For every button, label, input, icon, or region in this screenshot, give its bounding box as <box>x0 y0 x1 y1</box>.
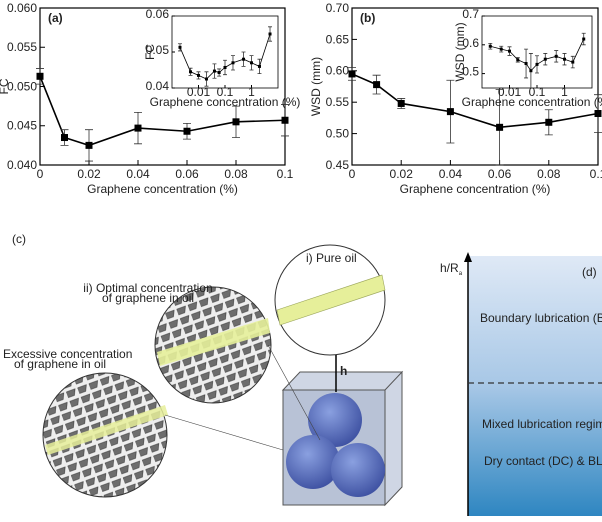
data-point <box>595 110 602 117</box>
y-tick-label: 0.7 <box>462 7 479 21</box>
film-label: h <box>340 364 347 378</box>
diagram-label: i) Pure oil <box>306 251 357 265</box>
y-tick-label: 0.04 <box>146 79 170 93</box>
data-point <box>205 78 208 81</box>
data-point <box>545 119 552 126</box>
x-tick-label: 0.1 <box>590 167 602 181</box>
y-tick-label: 0.055 <box>7 40 37 54</box>
y-tick-label: 0.45 <box>326 158 350 172</box>
x-axis-label: Graphene concentration (%) <box>462 95 602 109</box>
y-tick-label: 0.040 <box>7 158 37 172</box>
data-point <box>563 58 566 61</box>
regime-label: Mixed lubrication regime <box>482 417 602 431</box>
data-point <box>525 62 528 65</box>
page: (c) i) Pure oil ii) Optimal concentratio… <box>0 0 602 522</box>
y-axis-label: FC <box>143 44 157 60</box>
y-axis-label: FC <box>0 78 11 94</box>
panel-label: (c) <box>12 232 26 246</box>
data-point <box>398 100 405 107</box>
sphere <box>331 443 385 497</box>
connector <box>165 415 283 450</box>
y-tick-label: 0.060 <box>7 1 37 15</box>
data-point <box>250 61 253 64</box>
data-point <box>258 65 261 68</box>
y-tick-label: 0.045 <box>7 119 37 133</box>
x-tick-label: 0.02 <box>390 167 414 181</box>
regime-label: Dry contact (DC) & BL <box>484 454 602 468</box>
axis-label-main: h/R <box>440 261 459 275</box>
data-point <box>269 33 272 36</box>
data-point <box>516 58 519 61</box>
data-point <box>135 125 142 132</box>
y-tick-label: 0.050 <box>7 79 37 93</box>
sphere <box>286 435 340 489</box>
data-point <box>37 73 44 80</box>
x-tick-label: 0 <box>37 167 44 181</box>
y-axis-label: WSD (mm) <box>309 57 323 116</box>
diagram-label: of graphene in oil <box>102 291 194 305</box>
data-point <box>555 55 558 58</box>
x-tick-label: 0 <box>349 167 356 181</box>
y-tick-label: 0.60 <box>326 64 350 78</box>
axis-label: h/Ra <box>440 261 463 277</box>
data-point <box>508 50 511 53</box>
regime-label: Boundary lubrication (BL) <box>480 311 602 325</box>
data-point <box>189 70 192 73</box>
x-tick-label: 0.02 <box>77 167 101 181</box>
data-point <box>197 74 200 77</box>
data-point <box>373 81 380 88</box>
data-point <box>184 128 191 135</box>
data-point <box>571 61 574 64</box>
y-tick-label: 0.65 <box>326 32 350 46</box>
x-axis-label: Graphene concentration (%) <box>400 182 551 196</box>
data-point <box>213 70 216 73</box>
y-tick-label: 0.06 <box>146 7 170 21</box>
data-point <box>224 66 227 69</box>
data-point <box>447 108 454 115</box>
x-tick-label: 0.08 <box>224 167 248 181</box>
y-tick-label: 0.50 <box>326 126 350 140</box>
axis-label-sub: a <box>459 271 463 277</box>
x-axis-label: Graphene concentration (%) <box>87 182 238 196</box>
data-point <box>178 46 181 49</box>
data-point <box>500 48 503 51</box>
regime-background <box>468 256 602 516</box>
data-point <box>496 124 503 131</box>
figure: (c) i) Pure oil ii) Optimal concentratio… <box>0 0 602 522</box>
panel-label: (b) <box>360 11 375 25</box>
data-point <box>61 134 68 141</box>
data-point <box>582 38 585 41</box>
data-point <box>529 69 532 72</box>
data-point <box>242 58 245 61</box>
data-point <box>86 142 93 149</box>
panel-label: (d) <box>582 265 597 279</box>
x-tick-label: 0.04 <box>439 167 463 181</box>
data-point <box>218 71 221 74</box>
y-tick-label: 0.55 <box>326 95 350 109</box>
diagram-label: of graphene in oil <box>14 357 106 371</box>
x-tick-label: 0.08 <box>537 167 561 181</box>
y-tick-label: 0.70 <box>326 1 350 15</box>
panel-label: (a) <box>48 11 63 25</box>
x-tick-label: 0.06 <box>488 167 512 181</box>
plot-frame <box>482 16 592 88</box>
data-point <box>536 63 539 66</box>
x-axis-label: Graphene concentration (%) <box>150 95 301 109</box>
data-point <box>349 70 356 77</box>
data-point <box>231 61 234 64</box>
data-point <box>489 45 492 48</box>
y-axis-label: WSD (mm) <box>453 22 467 81</box>
x-tick-label: 0.1 <box>277 167 294 181</box>
x-tick-label: 0.06 <box>175 167 199 181</box>
data-point <box>233 118 240 125</box>
data-point <box>544 58 547 61</box>
x-tick-label: 0.04 <box>126 167 150 181</box>
data-point <box>282 117 289 124</box>
plot-frame <box>172 16 278 88</box>
